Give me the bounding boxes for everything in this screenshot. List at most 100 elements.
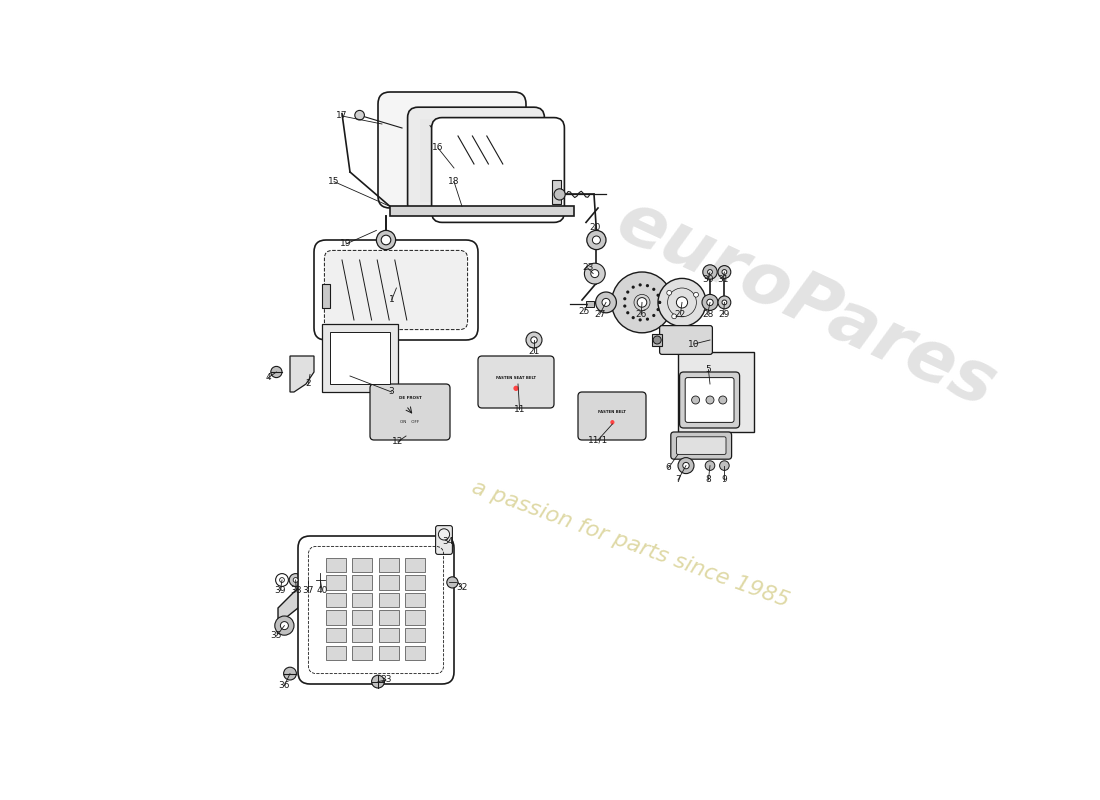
Circle shape [719,461,729,470]
Bar [326,610,346,625]
Circle shape [591,270,598,278]
Text: 38: 38 [290,586,303,595]
Circle shape [355,110,364,120]
FancyBboxPatch shape [378,92,526,208]
Text: 22: 22 [674,310,686,319]
Circle shape [624,305,626,308]
Circle shape [653,336,661,344]
Text: 1: 1 [388,295,395,305]
FancyBboxPatch shape [478,356,554,408]
Text: 19: 19 [340,239,352,249]
Text: 29: 29 [718,310,729,319]
Circle shape [637,298,647,307]
Text: 4: 4 [265,373,272,382]
Text: 11: 11 [514,405,526,414]
Circle shape [652,314,656,317]
Circle shape [626,311,629,314]
Circle shape [626,290,629,294]
Text: 32: 32 [456,583,468,593]
Text: 7: 7 [675,475,681,485]
Bar [378,593,399,607]
Bar [405,575,426,590]
Circle shape [280,622,288,630]
Bar [326,646,346,660]
Circle shape [275,616,294,635]
Circle shape [612,272,672,333]
Text: FASTEN SEAT BELT: FASTEN SEAT BELT [496,376,536,380]
Circle shape [683,462,690,469]
Circle shape [526,332,542,348]
Circle shape [447,577,458,588]
Circle shape [718,266,730,278]
FancyBboxPatch shape [431,118,564,222]
Text: DE FROST: DE FROST [398,396,421,400]
Circle shape [586,230,606,250]
Bar [378,575,399,590]
Text: 21: 21 [528,347,540,357]
Circle shape [284,667,296,680]
Text: 31: 31 [717,275,728,285]
Circle shape [703,265,717,279]
Bar [326,593,346,607]
Bar [352,575,373,590]
Text: ●: ● [609,419,615,424]
FancyBboxPatch shape [324,250,468,330]
Text: 11/1: 11/1 [587,435,608,445]
Text: 20: 20 [590,223,601,233]
Bar [378,628,399,642]
Bar [352,628,373,642]
Text: ON    OFF: ON OFF [400,419,419,424]
Bar [652,334,662,346]
Circle shape [639,318,641,322]
Bar [551,180,561,204]
Circle shape [657,308,660,311]
Circle shape [702,294,718,310]
Bar [326,575,346,590]
Polygon shape [290,356,314,392]
Circle shape [376,230,396,250]
Bar [378,558,399,572]
Circle shape [718,396,727,404]
Text: 18: 18 [449,177,460,186]
Circle shape [707,270,713,274]
Circle shape [602,298,610,306]
Bar [405,610,426,625]
FancyBboxPatch shape [314,240,478,340]
Circle shape [646,284,649,287]
Text: 33: 33 [381,675,392,685]
Circle shape [707,299,713,306]
Bar [405,593,426,607]
Text: a passion for parts since 1985: a passion for parts since 1985 [469,477,792,611]
Bar [330,332,390,384]
Text: 3: 3 [388,387,395,397]
Bar [378,610,399,625]
Circle shape [554,189,565,200]
Text: 26: 26 [636,310,647,319]
Text: ●: ● [513,386,519,391]
Text: euroPares: euroPares [605,186,1006,422]
Bar [678,352,754,432]
Polygon shape [278,576,318,624]
Text: 30: 30 [702,275,713,285]
Text: 23: 23 [582,263,593,273]
Circle shape [718,296,730,309]
Text: 15: 15 [328,177,340,186]
Circle shape [692,396,700,404]
Circle shape [314,573,328,587]
Circle shape [646,318,649,321]
Text: 27: 27 [594,310,605,319]
Bar [405,558,426,572]
Circle shape [631,316,635,319]
Text: 12: 12 [393,437,404,446]
Text: 35: 35 [271,631,282,641]
Text: 39: 39 [275,586,286,595]
Bar [326,628,346,642]
Text: 6: 6 [666,463,671,473]
FancyBboxPatch shape [370,384,450,440]
FancyBboxPatch shape [436,526,452,554]
Text: 9: 9 [722,475,727,485]
Bar [586,301,594,307]
Bar [378,646,399,660]
Bar [390,206,574,216]
Circle shape [279,578,285,582]
